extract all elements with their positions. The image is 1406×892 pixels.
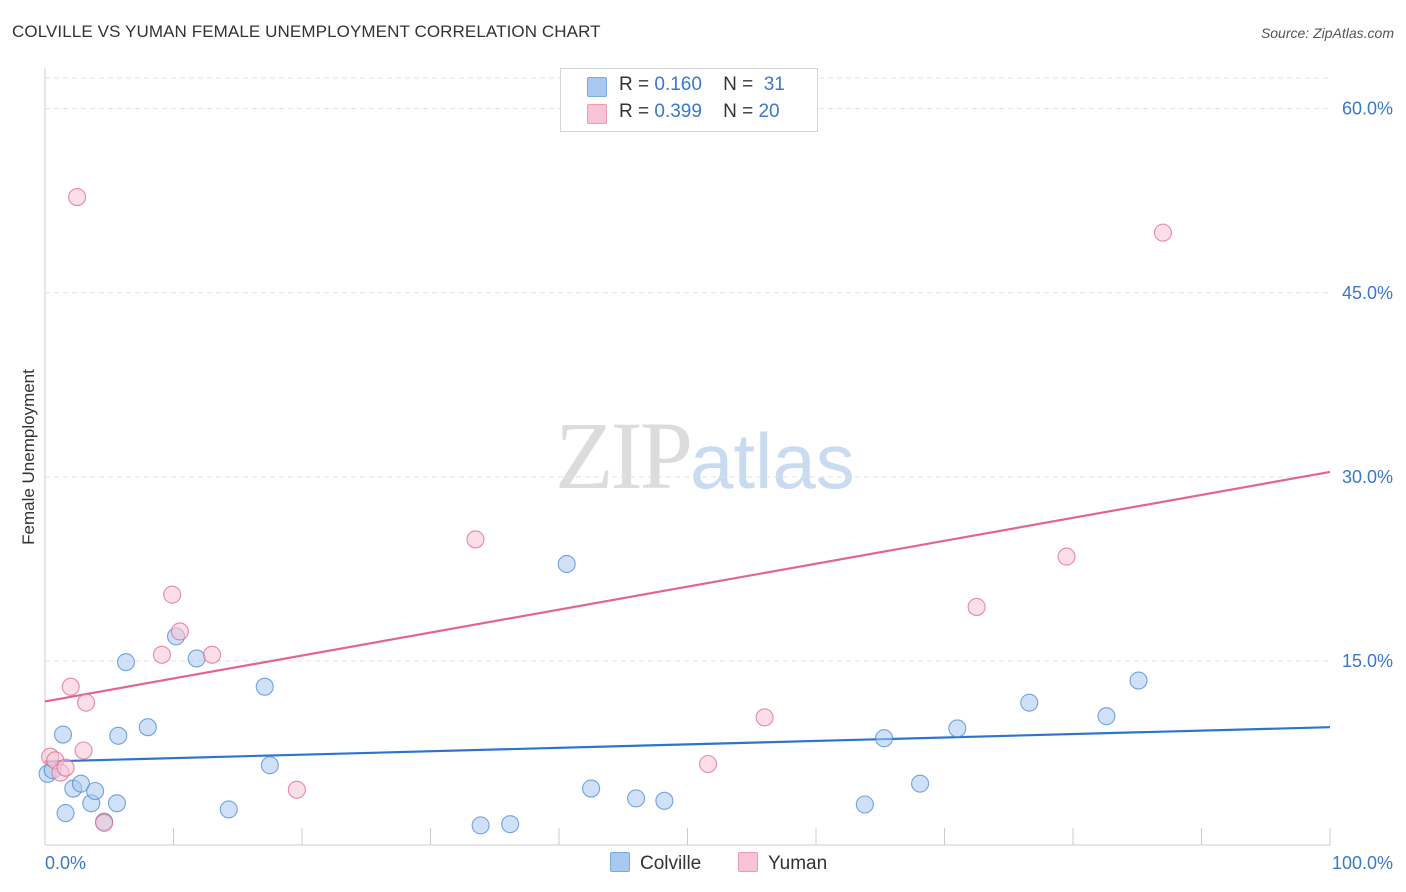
yuman-point [77, 693, 96, 712]
colville-point [501, 815, 520, 834]
yuman-trend-line [44, 470, 1331, 703]
colville-point [1097, 707, 1116, 726]
axis-layer [44, 68, 1331, 846]
yuman-legend-swatch [738, 852, 758, 872]
grid-layer [45, 77, 1330, 662]
legend-r-label: R = [619, 101, 650, 122]
yuman-point [699, 754, 718, 774]
legend-n-label: N = [723, 101, 754, 122]
yuman-swatch [587, 104, 607, 124]
legend-r-value: 0.399 [654, 101, 702, 122]
colville-point [627, 789, 646, 808]
legend-r-label: R = [619, 74, 650, 95]
watermark-atlas: atlas [690, 417, 855, 505]
yuman-point [74, 741, 93, 760]
source-label: Source: ZipAtlas.com [1260, 25, 1394, 41]
legend-item-yuman: Yuman [738, 852, 827, 875]
x-tick-label-min: 0.0% [45, 853, 86, 873]
colville-swatch [587, 77, 607, 97]
chart-title: COLVILLE VS YUMAN FEMALE UNEMPLOYMENT CO… [12, 22, 601, 41]
colville-legend-label: Colville [640, 853, 702, 874]
colville-point [53, 725, 73, 744]
colville-point [855, 795, 874, 814]
colville-point [107, 794, 127, 813]
yuman-point [61, 677, 80, 696]
legend-item-colville: Colville [610, 852, 701, 875]
colville-point [582, 779, 601, 798]
colville-legend-swatch [610, 852, 630, 872]
yuman-point [163, 585, 182, 604]
label-layer: 15.0% 30.0% 45.0% 60.0% 0.0% 100.0% Female Une… [19, 99, 1393, 873]
colville-trend-line [44, 726, 1331, 763]
point-layer [38, 187, 1172, 835]
colville-point [471, 816, 490, 835]
yuman-point [1057, 547, 1076, 566]
legend-r-value: 0.160 [654, 74, 702, 95]
colville-point [1020, 693, 1039, 712]
colville-point [219, 800, 238, 819]
yuman-point [56, 758, 75, 777]
legend-n-value: 31 [763, 74, 785, 95]
yuman-point [755, 708, 774, 727]
yuman-point [170, 622, 189, 641]
y-tick-label: 30.0% [1342, 467, 1393, 487]
colville-point [56, 804, 75, 823]
legend-n-value: 20 [758, 101, 780, 122]
x-tick-label-max: 100.0% [1332, 853, 1393, 873]
colville-point [911, 774, 930, 793]
colville-point [260, 756, 279, 775]
trend-layer [44, 470, 1331, 763]
y-axis-title: Female Unemployment [19, 369, 38, 545]
colville-point [187, 649, 206, 668]
colville-point [948, 719, 967, 738]
colville-point [138, 718, 157, 737]
legend-n-label: N = [723, 74, 754, 95]
watermark-zip: ZIP [555, 402, 693, 509]
colville-point [116, 653, 136, 672]
colville-point [86, 781, 105, 801]
colville-point [109, 726, 128, 745]
watermark: ZIPatlas [555, 400, 855, 511]
colville-point [655, 791, 674, 810]
stats-legend: R = 0.160 N = 31 R = 0.399 N = 20 [560, 68, 818, 132]
yuman-point [95, 813, 114, 832]
yuman-point [68, 187, 87, 207]
colville-point [1129, 671, 1148, 690]
y-tick-label: 45.0% [1342, 283, 1393, 303]
yuman-point [1153, 223, 1172, 242]
yuman-point [466, 530, 485, 549]
colville-point [557, 554, 576, 574]
y-tick-label: 60.0% [1342, 99, 1393, 119]
colville-point [255, 677, 274, 696]
y-tick-label: 15.0% [1342, 651, 1393, 671]
yuman-legend-label: Yuman [768, 853, 828, 874]
yuman-point [152, 645, 171, 664]
colville-point [71, 774, 91, 793]
colville-point [875, 729, 894, 748]
yuman-point [967, 597, 986, 616]
yuman-point [203, 645, 222, 664]
yuman-point [287, 780, 306, 799]
